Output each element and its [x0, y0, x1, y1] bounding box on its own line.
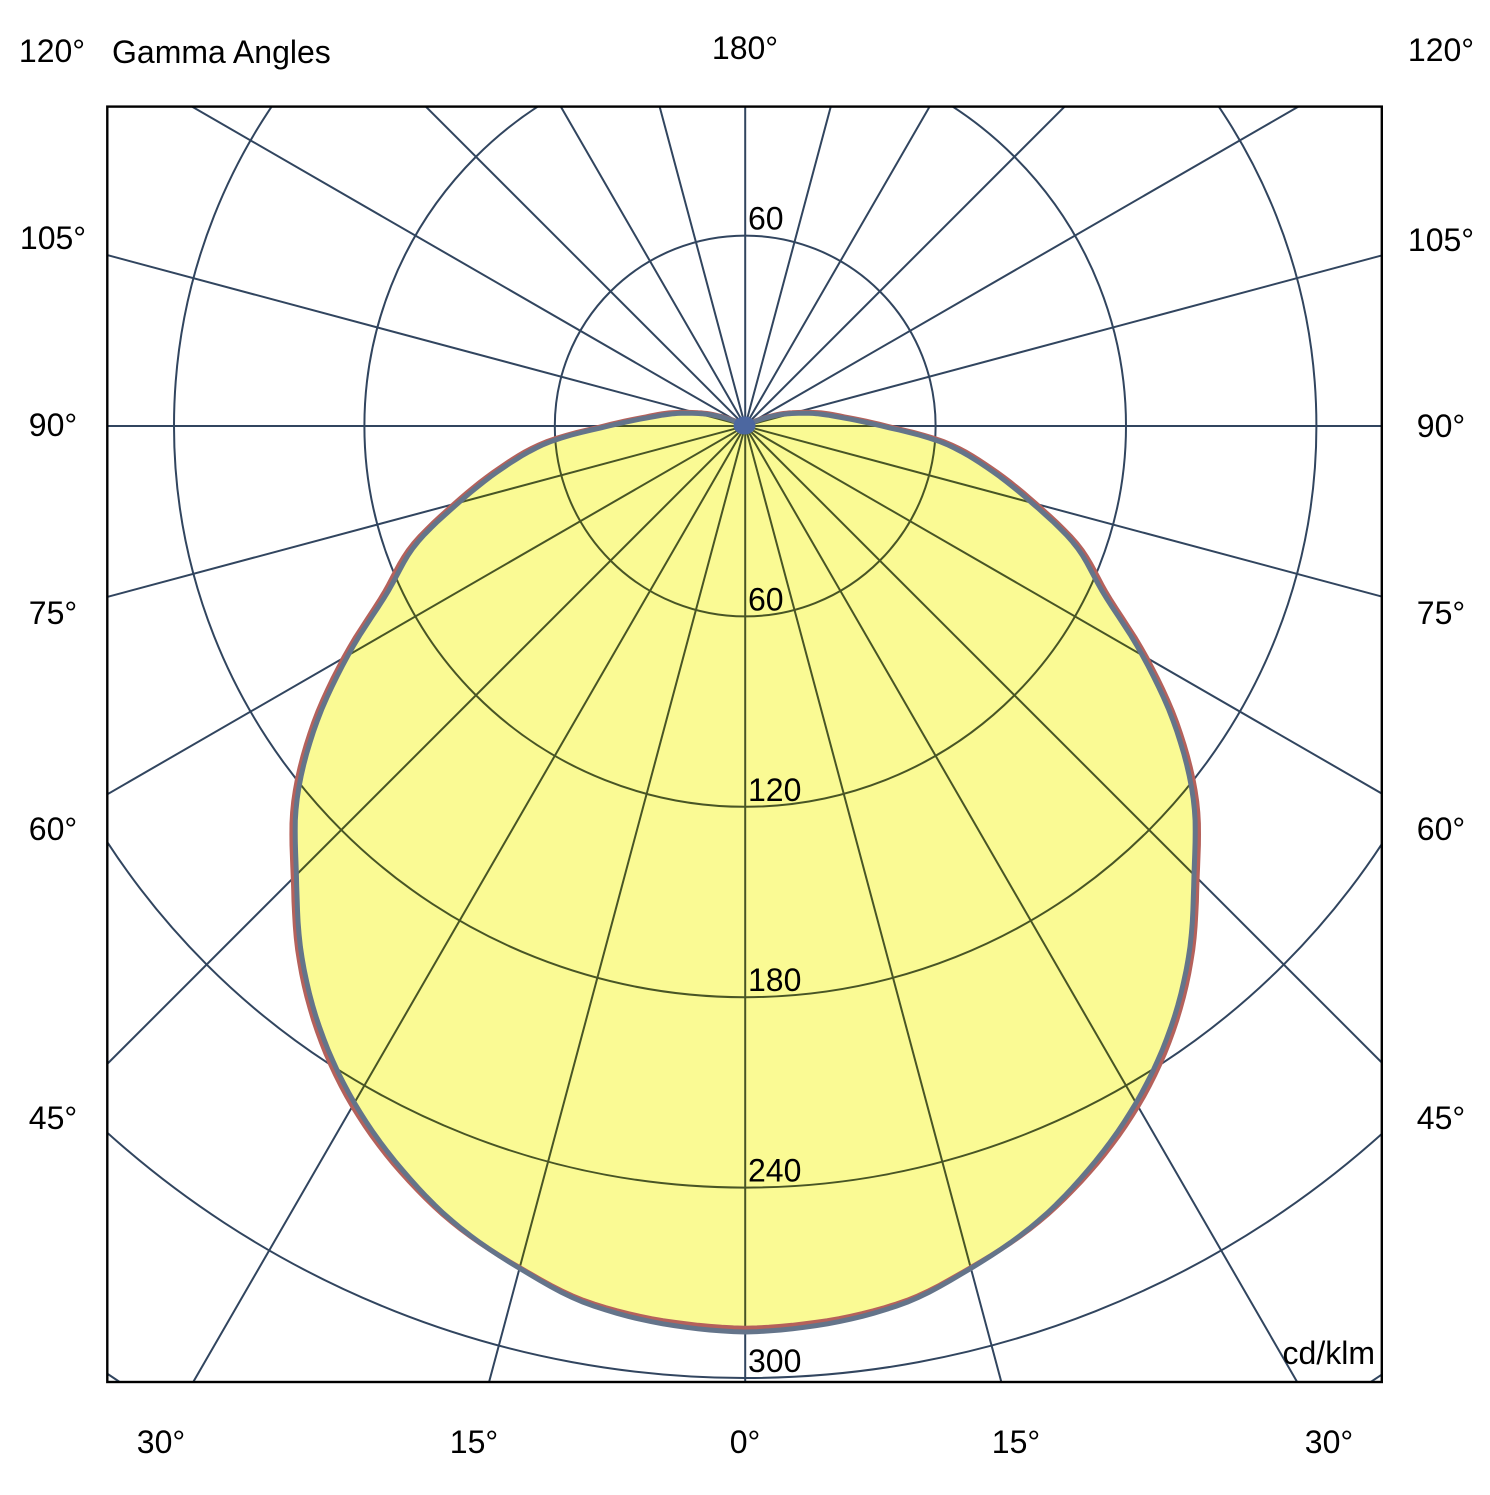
svg-text:240: 240 — [748, 1153, 801, 1189]
svg-text:300: 300 — [748, 1343, 801, 1379]
svg-text:75°: 75° — [1417, 595, 1465, 631]
svg-text:120°: 120° — [1408, 32, 1474, 68]
svg-text:105°: 105° — [1408, 222, 1474, 258]
svg-text:180: 180 — [748, 962, 801, 998]
svg-text:90°: 90° — [29, 407, 77, 443]
svg-text:120°: 120° — [19, 33, 85, 69]
svg-text:60°: 60° — [29, 811, 77, 847]
svg-text:75°: 75° — [29, 595, 77, 631]
svg-text:45°: 45° — [1417, 1100, 1465, 1136]
svg-text:180°: 180° — [712, 30, 778, 66]
svg-text:60°: 60° — [1417, 811, 1465, 847]
svg-text:45°: 45° — [29, 1100, 77, 1136]
svg-text:Gamma Angles: Gamma Angles — [112, 34, 331, 70]
svg-text:120: 120 — [748, 772, 801, 808]
svg-text:0°: 0° — [730, 1424, 761, 1460]
svg-text:90°: 90° — [1417, 408, 1465, 444]
svg-text:60: 60 — [748, 201, 784, 237]
svg-text:105°: 105° — [20, 220, 86, 256]
svg-text:60: 60 — [748, 581, 784, 617]
svg-text:30°: 30° — [1305, 1424, 1353, 1460]
svg-text:30°: 30° — [137, 1424, 185, 1460]
svg-text:15°: 15° — [992, 1424, 1040, 1460]
svg-text:15°: 15° — [450, 1424, 498, 1460]
svg-text:cd/klm: cd/klm — [1283, 1335, 1375, 1371]
